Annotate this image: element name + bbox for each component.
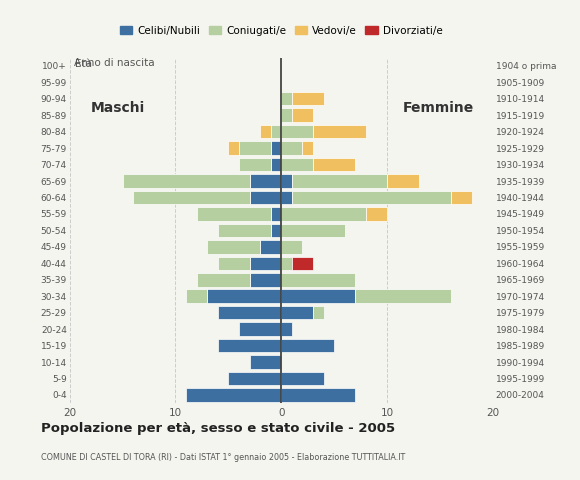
Text: Maschi: Maschi [90, 101, 145, 115]
Bar [281, 240, 303, 253]
Bar [271, 125, 281, 138]
Bar [313, 306, 324, 319]
Bar [229, 372, 281, 385]
Bar [229, 142, 239, 155]
Bar [292, 191, 451, 204]
Bar [218, 224, 271, 237]
Bar [281, 323, 292, 336]
Legend: Celibi/Nubili, Coniugati/e, Vedovi/e, Divorziati/e: Celibi/Nubili, Coniugati/e, Vedovi/e, Di… [115, 21, 447, 40]
Bar [451, 191, 472, 204]
Bar [218, 339, 281, 352]
Bar [366, 207, 387, 221]
Bar [239, 142, 271, 155]
Bar [292, 257, 313, 270]
Bar [292, 174, 387, 188]
Text: Anno di nascita: Anno di nascita [74, 58, 154, 68]
Bar [313, 125, 366, 138]
Bar [281, 388, 356, 402]
Bar [292, 92, 324, 106]
Bar [281, 125, 313, 138]
Bar [292, 108, 313, 122]
Bar [260, 240, 281, 253]
Bar [249, 174, 281, 188]
Bar [303, 142, 313, 155]
Text: COMUNE DI CASTEL DI TORA (RI) - Dati ISTAT 1° gennaio 2005 - Elaborazione TUTTIT: COMUNE DI CASTEL DI TORA (RI) - Dati IST… [41, 453, 405, 462]
Bar [186, 289, 207, 303]
Bar [239, 323, 281, 336]
Bar [281, 339, 334, 352]
Bar [239, 158, 271, 171]
Bar [271, 207, 281, 221]
Bar [186, 388, 281, 402]
Bar [249, 257, 281, 270]
Bar [207, 240, 260, 253]
Bar [281, 158, 313, 171]
Bar [281, 257, 292, 270]
Bar [387, 174, 419, 188]
Bar [260, 125, 271, 138]
Bar [356, 289, 451, 303]
Bar [281, 108, 292, 122]
Text: Età: Età [75, 59, 92, 69]
Bar [197, 273, 249, 287]
Bar [281, 273, 356, 287]
Text: Femmine: Femmine [403, 101, 474, 115]
Bar [281, 306, 313, 319]
Bar [207, 289, 281, 303]
Bar [133, 191, 249, 204]
Bar [313, 158, 356, 171]
Bar [122, 174, 249, 188]
Bar [218, 257, 249, 270]
Bar [249, 273, 281, 287]
Bar [218, 306, 281, 319]
Bar [281, 92, 292, 106]
Bar [281, 207, 366, 221]
Bar [249, 191, 281, 204]
Bar [249, 355, 281, 369]
Bar [281, 191, 292, 204]
Bar [271, 142, 281, 155]
Bar [281, 174, 292, 188]
Bar [271, 224, 281, 237]
Bar [281, 289, 356, 303]
Bar [281, 142, 303, 155]
Bar [271, 158, 281, 171]
Bar [281, 224, 345, 237]
Bar [197, 207, 271, 221]
Bar [281, 372, 324, 385]
Text: Popolazione per età, sesso e stato civile - 2005: Popolazione per età, sesso e stato civil… [41, 422, 395, 435]
